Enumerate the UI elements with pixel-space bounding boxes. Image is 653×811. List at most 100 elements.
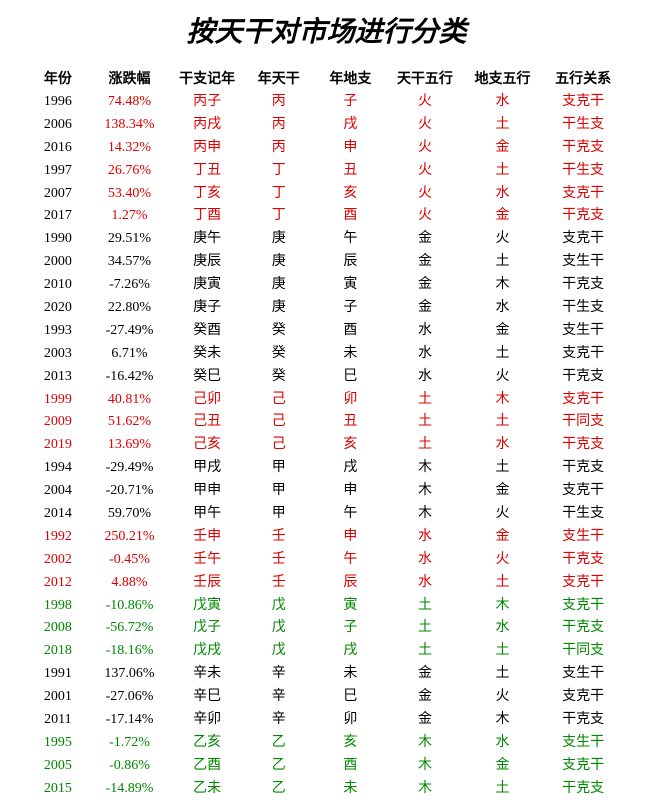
cell-year: 2017	[28, 205, 88, 228]
cell-pct: -0.86%	[88, 755, 172, 778]
cell-ganzhi: 辛巳	[171, 686, 243, 709]
cell-year: 1994	[28, 457, 88, 480]
cell-tiangan-wuxing: 水	[386, 320, 464, 343]
cell-year: 2020	[28, 297, 88, 320]
table-row: 201459.70%甲午甲午木火干生支	[28, 503, 625, 526]
cell-dizhi-wuxing: 金	[464, 526, 542, 549]
cell-tiangan-wuxing: 金	[386, 251, 464, 274]
cell-ganzhi: 丙子	[171, 91, 243, 114]
cell-dizhi: 巳	[315, 686, 387, 709]
table-row: 20171.27%丁酉丁酉火金干克支	[28, 205, 625, 228]
cell-ganzhi: 辛未	[171, 663, 243, 686]
cell-tiangan: 壬	[243, 572, 315, 595]
table-row: 200753.40%丁亥丁亥火水支克干	[28, 183, 625, 206]
cell-ganzhi: 丙申	[171, 137, 243, 160]
cell-pct: 53.40%	[88, 183, 172, 206]
cell-tiangan: 乙	[243, 755, 315, 778]
cell-year: 2016	[28, 137, 88, 160]
cell-year: 2012	[28, 572, 88, 595]
cell-wuxing-relation: 支生干	[541, 663, 625, 686]
cell-pct: 40.81%	[88, 389, 172, 412]
cell-tiangan-wuxing: 木	[386, 503, 464, 526]
table-row: 202022.80%庚子庚子金水干生支	[28, 297, 625, 320]
table-body: 199674.48%丙子丙子火水支克干2006138.34%丙戌丙戌火土干生支2…	[28, 91, 625, 801]
cell-wuxing-relation: 支生干	[541, 320, 625, 343]
cell-tiangan-wuxing: 土	[386, 640, 464, 663]
cell-dizhi-wuxing: 土	[464, 663, 542, 686]
header-tiangan: 年天干	[243, 65, 315, 91]
header-tiangan-wuxing: 天干五行	[386, 65, 464, 91]
table-row: 201614.32%丙申丙申火金干克支	[28, 137, 625, 160]
cell-pct: 22.80%	[88, 297, 172, 320]
cell-wuxing-relation: 干克支	[541, 137, 625, 160]
cell-ganzhi: 丁亥	[171, 183, 243, 206]
cell-wuxing-relation: 支克干	[541, 572, 625, 595]
cell-ganzhi: 壬辰	[171, 572, 243, 595]
cell-pct: 250.21%	[88, 526, 172, 549]
cell-year: 2001	[28, 686, 88, 709]
cell-dizhi: 丑	[315, 411, 387, 434]
table-row: 2004-20.71%甲申甲申木金支克干	[28, 480, 625, 503]
cell-tiangan-wuxing: 水	[386, 343, 464, 366]
cell-dizhi: 申	[315, 526, 387, 549]
cell-dizhi: 戌	[315, 114, 387, 137]
cell-dizhi-wuxing: 水	[464, 434, 542, 457]
cell-ganzhi: 戊寅	[171, 595, 243, 618]
cell-year: 2014	[28, 503, 88, 526]
cell-pct: -20.71%	[88, 480, 172, 503]
table-row: 2018-18.16%戊戌戊戌土土干同支	[28, 640, 625, 663]
cell-tiangan: 乙	[243, 732, 315, 755]
cell-wuxing-relation: 支生干	[541, 251, 625, 274]
cell-ganzhi: 乙未	[171, 778, 243, 801]
cell-ganzhi: 丙戌	[171, 114, 243, 137]
cell-year: 2009	[28, 411, 88, 434]
cell-ganzhi: 甲午	[171, 503, 243, 526]
cell-wuxing-relation: 支克干	[541, 480, 625, 503]
cell-ganzhi: 庚辰	[171, 251, 243, 274]
cell-year: 1990	[28, 228, 88, 251]
cell-tiangan-wuxing: 木	[386, 732, 464, 755]
cell-dizhi: 卯	[315, 389, 387, 412]
cell-tiangan: 丙	[243, 91, 315, 114]
cell-dizhi: 亥	[315, 183, 387, 206]
header-wuxing-relation: 五行关系	[541, 65, 625, 91]
cell-wuxing-relation: 干生支	[541, 160, 625, 183]
table-row: 201913.69%己亥己亥土水干克支	[28, 434, 625, 457]
cell-dizhi: 午	[315, 503, 387, 526]
cell-wuxing-relation: 支克干	[541, 343, 625, 366]
cell-dizhi: 子	[315, 297, 387, 320]
cell-ganzhi: 壬申	[171, 526, 243, 549]
cell-ganzhi: 戊戌	[171, 640, 243, 663]
cell-wuxing-relation: 干克支	[541, 205, 625, 228]
cell-dizhi: 未	[315, 663, 387, 686]
cell-year: 2010	[28, 274, 88, 297]
cell-dizhi-wuxing: 土	[464, 778, 542, 801]
cell-year: 1992	[28, 526, 88, 549]
cell-pct: 26.76%	[88, 160, 172, 183]
cell-pct: 6.71%	[88, 343, 172, 366]
cell-dizhi-wuxing: 金	[464, 755, 542, 778]
cell-tiangan-wuxing: 土	[386, 434, 464, 457]
cell-year: 2005	[28, 755, 88, 778]
cell-dizhi: 辰	[315, 572, 387, 595]
cell-dizhi-wuxing: 火	[464, 366, 542, 389]
cell-ganzhi: 甲申	[171, 480, 243, 503]
table-row: 2013-16.42%癸巳癸巳水火干克支	[28, 366, 625, 389]
cell-tiangan: 戊	[243, 617, 315, 640]
cell-dizhi-wuxing: 木	[464, 274, 542, 297]
table-row: 20124.88%壬辰壬辰水土支克干	[28, 572, 625, 595]
table-row: 199940.81%己卯己卯土木支克干	[28, 389, 625, 412]
cell-pct: -29.49%	[88, 457, 172, 480]
cell-dizhi: 子	[315, 617, 387, 640]
cell-dizhi-wuxing: 金	[464, 320, 542, 343]
header-dizhi-wuxing: 地支五行	[464, 65, 542, 91]
cell-tiangan-wuxing: 木	[386, 755, 464, 778]
header-year: 年份	[28, 65, 88, 91]
cell-dizhi: 未	[315, 343, 387, 366]
cell-wuxing-relation: 支克干	[541, 755, 625, 778]
cell-ganzhi: 丁酉	[171, 205, 243, 228]
table-row: 199674.48%丙子丙子火水支克干	[28, 91, 625, 114]
cell-ganzhi: 戊子	[171, 617, 243, 640]
cell-dizhi-wuxing: 水	[464, 297, 542, 320]
cell-dizhi: 寅	[315, 274, 387, 297]
